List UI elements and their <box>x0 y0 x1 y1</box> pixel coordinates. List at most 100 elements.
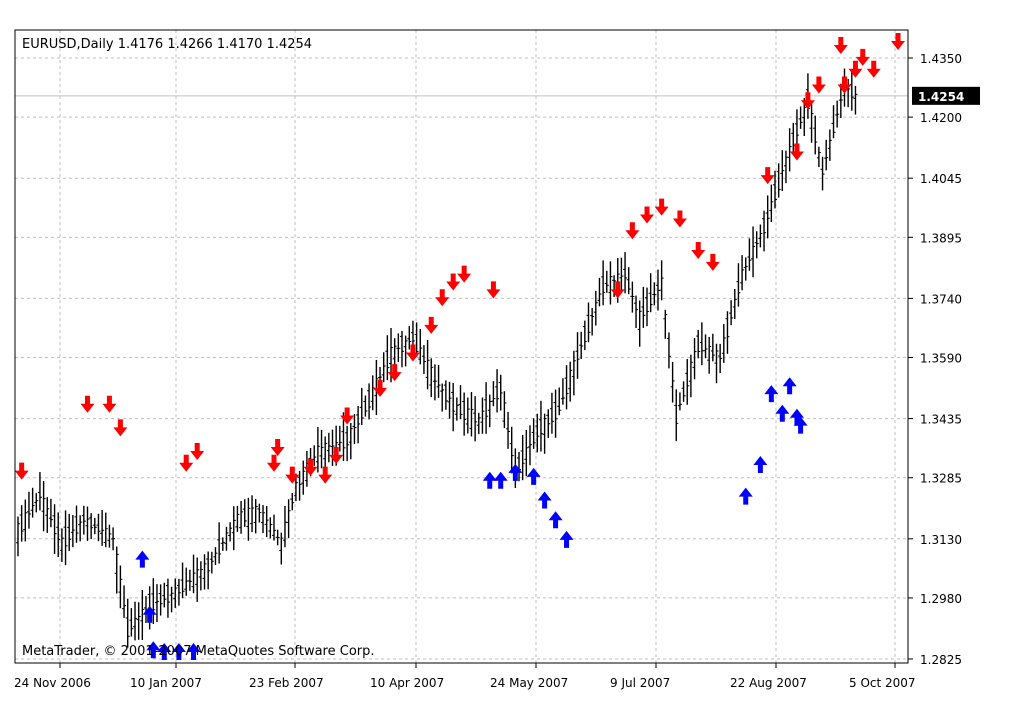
buy-arrow <box>157 643 172 660</box>
ohlc-bar <box>381 352 386 383</box>
ohlc-bar <box>590 308 595 336</box>
ohlc-bar <box>315 426 320 473</box>
ohlc-bar <box>458 385 463 420</box>
ohlc-bar <box>710 333 715 362</box>
sell-arrow <box>705 253 720 271</box>
ohlc-bar <box>732 288 737 320</box>
ohlc-bar <box>436 365 441 398</box>
ohlc-bar <box>231 506 236 551</box>
sell-arrow <box>457 265 472 283</box>
ohlc-bar <box>813 115 818 155</box>
ohlc-bar <box>367 383 372 420</box>
ohlc-bar <box>835 100 840 128</box>
ohlc-bar <box>677 392 682 411</box>
ohlc-bar <box>740 255 745 291</box>
ohlc-bar <box>623 252 628 294</box>
ohlc-bar <box>341 412 346 461</box>
current-price-label: 1.4254 <box>912 86 980 105</box>
sell-arrow <box>179 454 194 472</box>
sell-arrow <box>14 462 29 480</box>
ohlc-bar <box>506 411 511 449</box>
sell-arrow <box>610 281 625 299</box>
ohlc-bar <box>352 413 357 445</box>
ohlc-bar <box>275 529 280 546</box>
ohlc-bar <box>220 537 225 551</box>
ohlc-bar <box>268 517 273 539</box>
ohlc-bar <box>601 260 606 306</box>
ohlc-bar <box>180 562 185 599</box>
ohlc-bar <box>531 418 536 449</box>
x-tick-label: 24 Nov 2006 <box>14 676 91 690</box>
buy-arrow <box>146 641 161 659</box>
sell-arrow <box>811 76 826 94</box>
ohlc-bar <box>714 343 719 384</box>
ohlc-bar <box>261 505 266 534</box>
ohlc-bar <box>359 387 364 426</box>
ohlc-bar <box>476 412 481 435</box>
ohlc-bar <box>67 513 72 551</box>
sell-arrow <box>373 379 388 397</box>
ohlc-bar <box>509 426 514 474</box>
buy-arrows <box>135 377 808 660</box>
buy-arrow <box>775 404 790 422</box>
ohlc-bar <box>158 584 163 616</box>
ohlc-bar <box>575 332 580 379</box>
ohlc-bar <box>769 184 774 222</box>
ohlc-bar <box>52 504 57 555</box>
ohlc-bar <box>641 286 646 328</box>
sell-arrow <box>486 281 501 299</box>
ohlc-bar <box>37 472 42 511</box>
ohlc-bar <box>235 505 240 532</box>
ohlc-bar <box>392 338 397 370</box>
ohlc-bar <box>202 554 207 590</box>
ohlc-bar <box>122 585 127 618</box>
ohlc-bar <box>553 389 558 438</box>
ohlc-bar <box>820 156 825 191</box>
sell-arrow <box>855 48 870 66</box>
ohlc-bar <box>736 263 741 307</box>
ohlc-bar <box>129 608 134 637</box>
ohlc-bar <box>703 334 708 359</box>
ohlc-bar <box>165 578 170 618</box>
ohlc-bar <box>762 210 767 252</box>
ohlc-bar <box>407 326 412 350</box>
ohlc-bar <box>498 374 503 411</box>
ohlc-bar <box>751 226 756 278</box>
x-axis: 24 Nov 2006 10 Jan 2007 23 Feb 2007 10 Apr … <box>14 663 916 690</box>
ohlc-bar <box>301 460 306 495</box>
ohlc-bar <box>568 361 573 402</box>
ohlc-bar <box>692 337 697 380</box>
ohlc-bar <box>604 270 609 293</box>
ohlc-bar <box>319 429 324 469</box>
sell-arrow <box>190 442 205 460</box>
ohlc-bar <box>374 359 379 416</box>
ohlc-bar <box>169 586 174 613</box>
y-tick-label: 1.2825 <box>920 653 962 667</box>
y-tick-label: 1.3130 <box>920 533 962 547</box>
sell-arrow <box>760 167 775 185</box>
ohlc-bar <box>271 514 276 541</box>
ohlc-bar <box>63 510 68 566</box>
ohlc-bar <box>290 492 295 511</box>
sell-arrow <box>625 222 640 240</box>
ohlc-bar <box>776 163 781 198</box>
ohlc-bar <box>111 527 116 551</box>
ohlc-bar <box>209 551 214 574</box>
ohlc-bar <box>663 309 668 339</box>
ohlc-bar <box>798 106 803 129</box>
ohlc-bar <box>608 261 613 305</box>
ohlc-bar <box>151 578 156 624</box>
ohlc-bar <box>816 146 821 168</box>
ohlc-bar <box>707 336 712 374</box>
ohlc-bar <box>688 354 693 398</box>
buy-arrow <box>142 605 157 623</box>
ohlc-bar <box>597 277 602 307</box>
ohlc-bar <box>103 512 108 548</box>
y-tick-label: 1.3590 <box>920 352 962 366</box>
ohlc-bar <box>385 335 390 381</box>
ohlc-bar <box>81 505 86 535</box>
ohlc-bar <box>213 547 218 566</box>
ohlc-bar <box>780 150 785 192</box>
ohlc-bar <box>198 561 203 591</box>
ohlc-bar <box>520 434 525 481</box>
